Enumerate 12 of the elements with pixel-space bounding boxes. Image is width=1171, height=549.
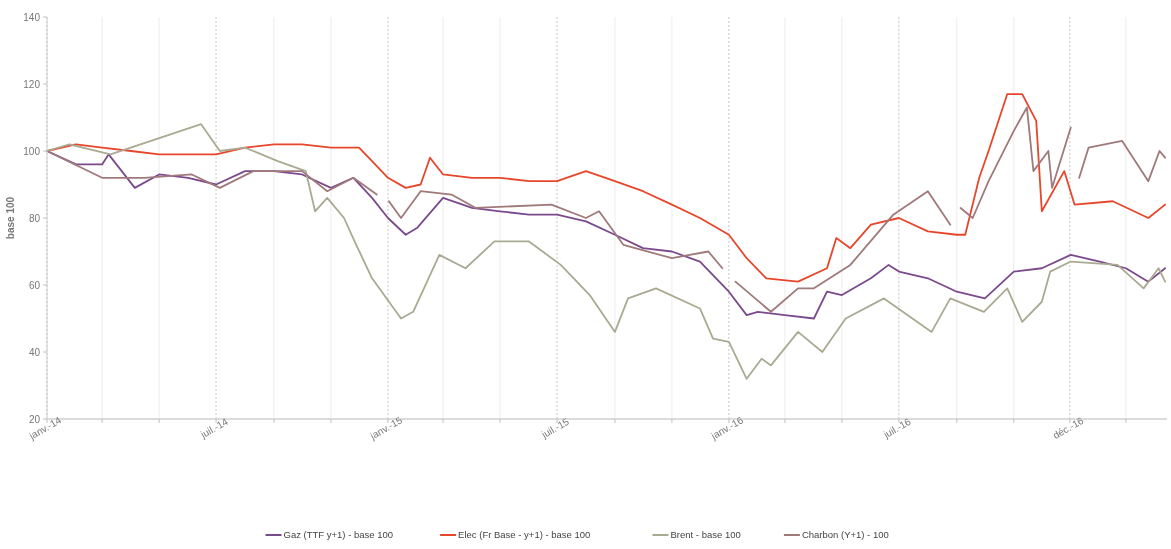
y-axis-title: base 100 <box>5 196 16 240</box>
legend-label: Charbon (Y+1) - 100 <box>801 529 889 541</box>
y-tick-label: 100 <box>23 145 41 157</box>
y-tick-label: 140 <box>23 11 41 23</box>
y-tick-label: 60 <box>28 279 41 291</box>
legend-label: Brent - base 100 <box>670 529 741 541</box>
y-tick-label: 120 <box>23 78 41 90</box>
line-series <box>46 123 1167 380</box>
y-tick-label: 40 <box>28 346 41 358</box>
legend-label: Elec (Fr Base - y+1) - base 100 <box>458 529 591 541</box>
y-tick-label: 80 <box>28 212 41 224</box>
legend-label: Gaz (TTF y+1) - base 100 <box>283 529 394 541</box>
